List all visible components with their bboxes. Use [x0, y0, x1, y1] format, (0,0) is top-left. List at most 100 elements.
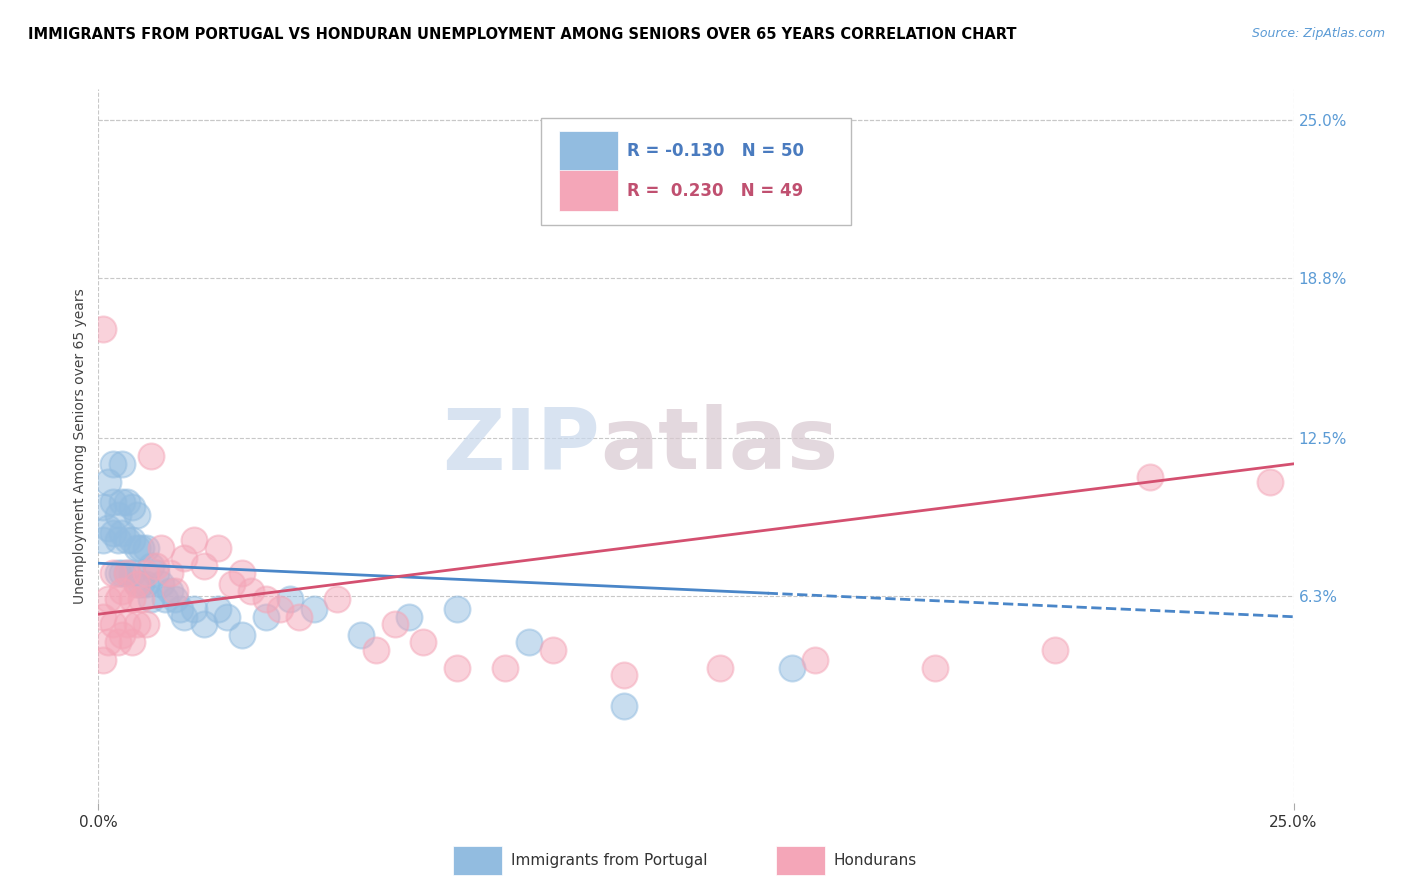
- Point: [111, 495, 134, 509]
- Point: [149, 541, 172, 555]
- Point: [173, 551, 195, 566]
- Point: [111, 566, 134, 581]
- Text: R = -0.130   N = 50: R = -0.130 N = 50: [627, 143, 804, 161]
- Point: [101, 457, 124, 471]
- Point: [91, 609, 114, 624]
- Point: [155, 591, 177, 606]
- Text: Immigrants from Portugal: Immigrants from Portugal: [510, 853, 707, 868]
- Point: [111, 457, 134, 471]
- Point: [115, 566, 138, 581]
- Point: [101, 617, 124, 632]
- Point: [131, 576, 153, 591]
- FancyBboxPatch shape: [558, 169, 619, 211]
- Point: [135, 576, 157, 591]
- Point: [91, 533, 114, 548]
- Point: [111, 627, 134, 641]
- Point: [1139, 469, 1161, 483]
- Point: [398, 609, 420, 624]
- Text: ZIP: ZIP: [443, 404, 600, 488]
- Point: [163, 584, 186, 599]
- FancyBboxPatch shape: [558, 131, 619, 173]
- Point: [804, 653, 827, 667]
- Point: [183, 602, 205, 616]
- Point: [97, 591, 120, 606]
- Point: [125, 576, 148, 591]
- FancyBboxPatch shape: [776, 846, 825, 875]
- Text: Source: ZipAtlas.com: Source: ZipAtlas.com: [1251, 27, 1385, 40]
- Point: [135, 566, 157, 581]
- Point: [139, 449, 162, 463]
- Point: [207, 602, 229, 616]
- Point: [613, 668, 636, 682]
- Point: [139, 591, 162, 606]
- Point: [446, 661, 468, 675]
- Point: [107, 533, 129, 548]
- Point: [240, 584, 263, 599]
- Point: [231, 566, 253, 581]
- Point: [145, 558, 167, 573]
- Point: [1043, 643, 1066, 657]
- Point: [121, 566, 143, 581]
- Point: [1258, 475, 1281, 489]
- Point: [101, 495, 124, 509]
- Point: [412, 635, 434, 649]
- Point: [91, 653, 114, 667]
- Point: [97, 635, 120, 649]
- Point: [111, 584, 134, 599]
- Point: [517, 635, 540, 649]
- Point: [494, 661, 516, 675]
- Point: [125, 617, 148, 632]
- Point: [135, 541, 157, 555]
- Point: [613, 698, 636, 713]
- Point: [101, 566, 124, 581]
- FancyBboxPatch shape: [540, 118, 852, 225]
- Point: [207, 541, 229, 555]
- Point: [107, 508, 129, 522]
- Point: [115, 533, 138, 548]
- Point: [231, 627, 253, 641]
- Point: [183, 533, 205, 548]
- Point: [121, 635, 143, 649]
- Point: [269, 602, 291, 616]
- Point: [131, 591, 153, 606]
- Point: [159, 584, 181, 599]
- Point: [193, 617, 215, 632]
- Point: [173, 609, 195, 624]
- Text: atlas: atlas: [600, 404, 838, 488]
- Point: [221, 576, 243, 591]
- Point: [97, 520, 120, 534]
- Point: [145, 566, 167, 581]
- Point: [107, 635, 129, 649]
- Point: [111, 525, 134, 540]
- Point: [107, 566, 129, 581]
- Point: [326, 591, 349, 606]
- Point: [115, 495, 138, 509]
- Point: [709, 661, 731, 675]
- Point: [121, 591, 143, 606]
- Point: [91, 500, 114, 515]
- Point: [125, 508, 148, 522]
- Point: [163, 591, 186, 606]
- Point: [149, 576, 172, 591]
- Point: [115, 617, 138, 632]
- Point: [384, 617, 406, 632]
- Point: [159, 566, 181, 581]
- Point: [91, 322, 114, 336]
- Text: Hondurans: Hondurans: [834, 853, 917, 868]
- Point: [131, 541, 153, 555]
- FancyBboxPatch shape: [453, 846, 502, 875]
- Point: [541, 643, 564, 657]
- Point: [254, 609, 277, 624]
- Point: [97, 475, 120, 489]
- Text: IMMIGRANTS FROM PORTUGAL VS HONDURAN UNEMPLOYMENT AMONG SENIORS OVER 65 YEARS CO: IMMIGRANTS FROM PORTUGAL VS HONDURAN UNE…: [28, 27, 1017, 42]
- Point: [350, 627, 373, 641]
- Point: [302, 602, 325, 616]
- Point: [288, 609, 311, 624]
- Point: [125, 576, 148, 591]
- Point: [121, 500, 143, 515]
- Point: [193, 558, 215, 573]
- Point: [254, 591, 277, 606]
- Point: [364, 643, 387, 657]
- Text: R =  0.230   N = 49: R = 0.230 N = 49: [627, 182, 803, 200]
- Point: [135, 617, 157, 632]
